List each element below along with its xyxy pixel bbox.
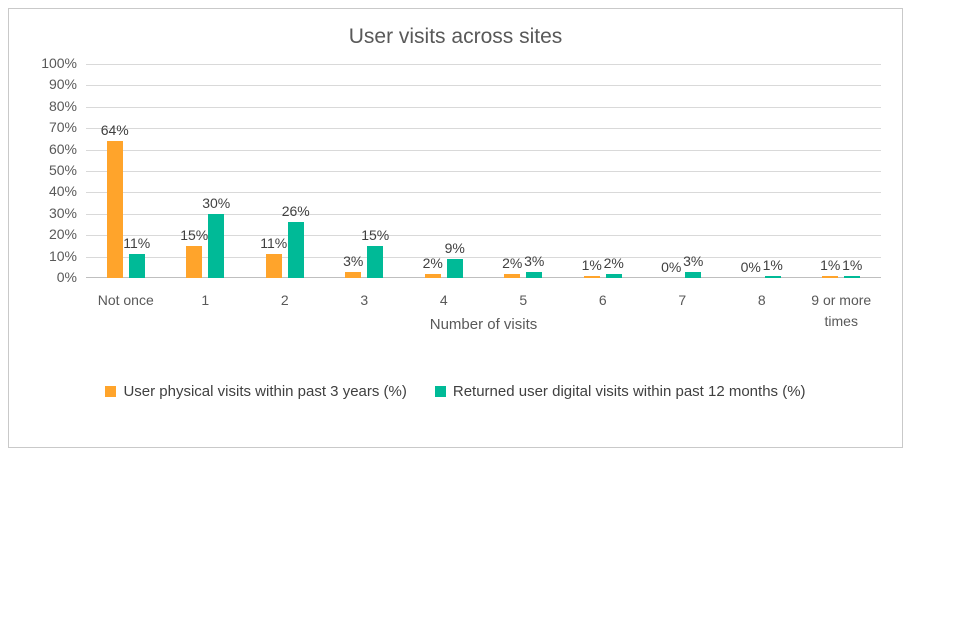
- gridline: [86, 192, 881, 194]
- bar-digital-visits: [367, 245, 384, 278]
- data-label: 64%: [100, 122, 129, 139]
- data-label: 0%: [661, 259, 682, 275]
- gridline: [86, 235, 881, 237]
- bar-physical-visits: [345, 271, 362, 278]
- x-axis-tick-label: Not once: [97, 292, 154, 308]
- x-axis-tick-label: 1: [201, 292, 210, 308]
- legend-swatch: [105, 386, 117, 397]
- bar-digital-visits: [208, 213, 225, 278]
- x-axis-tick-label: 5: [519, 292, 528, 308]
- data-label: 9%: [444, 239, 465, 256]
- x-axis-tick-label: 8: [757, 292, 766, 308]
- data-label: 3%: [343, 252, 364, 269]
- y-axis-tick-label: 100%: [41, 55, 77, 71]
- data-label: 1%: [842, 256, 863, 273]
- chart-container: User visits across sites 0% 10% 20% 30% 40% 5…: [8, 8, 903, 448]
- gridline: [86, 106, 881, 108]
- bar-physical-visits: [583, 275, 600, 278]
- y-axis-tick-label: 90%: [48, 76, 77, 93]
- bar-digital-visits: [128, 254, 145, 278]
- gridline: [86, 149, 881, 151]
- gridline: [86, 213, 881, 215]
- data-label: 1%: [762, 256, 783, 273]
- y-axis-tick-label: 0%: [56, 269, 77, 285]
- gridline: [86, 64, 881, 65]
- bar-digital-visits: [844, 275, 861, 278]
- y-axis-tick-label: 10%: [48, 247, 77, 264]
- bar-digital-visits: [526, 271, 543, 278]
- y-axis-tick-label: 50%: [48, 162, 77, 178]
- bar-digital-visits: [685, 271, 702, 278]
- y-axis-tick-label: 60%: [48, 140, 77, 157]
- legend-entry: Returned user digital visits within past…: [434, 383, 806, 400]
- bar-physical-visits: [504, 273, 521, 278]
- bar-physical-visits: [822, 275, 839, 278]
- data-label: 0%: [740, 259, 761, 275]
- legend-label: User physical visits within past 3 years…: [123, 383, 407, 400]
- data-label: 15%: [361, 226, 390, 243]
- y-axis-tick-label: 30%: [48, 204, 77, 221]
- data-label: 26%: [281, 203, 310, 220]
- y-axis-tick-label: 40%: [48, 183, 77, 200]
- gridline: [86, 277, 881, 278]
- plot-area: 64% 11% 15% 30% 11% 26% 3% 15% 2% 9% 2% 3% 1% 2% 0% 3% 0…: [86, 64, 881, 278]
- x-axis-tick-label: 7: [678, 292, 687, 308]
- x-axis-tick-label: 6: [598, 292, 607, 308]
- data-label: 2%: [502, 254, 523, 271]
- bar-digital-visits: [764, 275, 781, 278]
- gridline: [86, 85, 881, 87]
- data-label: 11%: [123, 235, 151, 252]
- bar-physical-visits: [106, 141, 123, 278]
- bar-physical-visits: [424, 273, 441, 278]
- x-axis-tick-label: 2: [280, 292, 289, 308]
- data-label: 1%: [820, 256, 841, 273]
- legend: User physical visits within past 3 years…: [9, 383, 902, 400]
- legend-entry: User physical visits within past 3 years…: [105, 383, 407, 400]
- data-label: 15%: [180, 226, 209, 243]
- chart-title: User visits across sites: [348, 25, 563, 48]
- y-axis-tick-label: 70%: [48, 119, 77, 136]
- legend-swatch: [434, 386, 446, 397]
- bar-physical-visits: [186, 245, 203, 278]
- data-label: 1%: [581, 256, 602, 273]
- legend-label: Returned user digital visits within past…: [452, 383, 806, 400]
- gridline: [86, 256, 881, 258]
- x-axis-title: Number of visits: [429, 316, 538, 333]
- data-label: 3%: [683, 252, 704, 269]
- data-label: 11%: [260, 235, 288, 252]
- x-axis-tick-label: 4: [439, 292, 448, 308]
- gridline: [86, 128, 881, 130]
- x-axis-tick-label: 3: [360, 292, 369, 308]
- bar-physical-visits: [265, 254, 282, 278]
- data-label: 30%: [202, 194, 231, 211]
- data-label: 2%: [422, 254, 443, 271]
- data-label: 3%: [524, 252, 545, 269]
- y-axis-tick-label: 80%: [48, 97, 77, 114]
- y-axis-tick-label: 20%: [48, 226, 77, 243]
- bar-digital-visits: [287, 222, 304, 278]
- bar-digital-visits: [605, 273, 622, 278]
- gridline: [86, 171, 881, 172]
- bar-digital-visits: [446, 258, 463, 278]
- data-label: 2%: [603, 254, 624, 271]
